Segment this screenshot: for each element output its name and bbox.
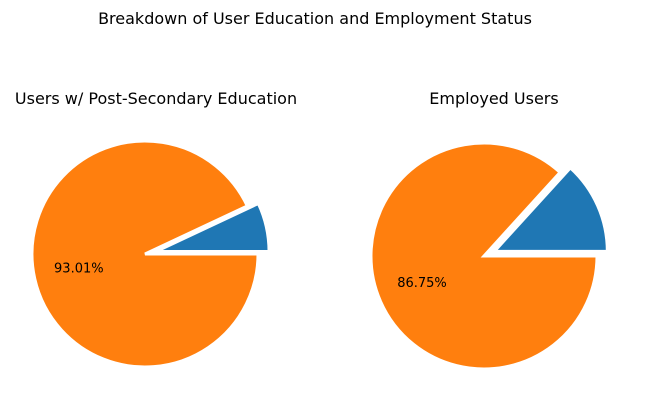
pie-slice-education-1 [30, 139, 260, 369]
pie-slice-employment-1 [369, 141, 599, 371]
pie-chart-employment: Employed Users 86.75% [369, 89, 609, 371]
chart-title-education: Users w/ Post-Secondary Education [15, 89, 297, 108]
figure-suptitle: Breakdown of User Education and Employme… [98, 9, 532, 28]
pie-chart-education: Users w/ Post-Secondary Education 93.01% [15, 89, 297, 369]
pie-percent-label-employment: 86.75% [397, 276, 447, 291]
pie-slice-employment-0 [490, 165, 609, 253]
pie-wedges-employment [369, 141, 609, 371]
pie-slice-education-0 [155, 201, 271, 254]
pie-wedges-education [30, 139, 271, 369]
chart-title-employment: Employed Users [429, 89, 558, 108]
pie-labels-education: 93.01% [54, 261, 104, 276]
pie-labels-employment: 86.75% [397, 276, 447, 291]
pie-percent-label-education: 93.01% [54, 261, 104, 276]
